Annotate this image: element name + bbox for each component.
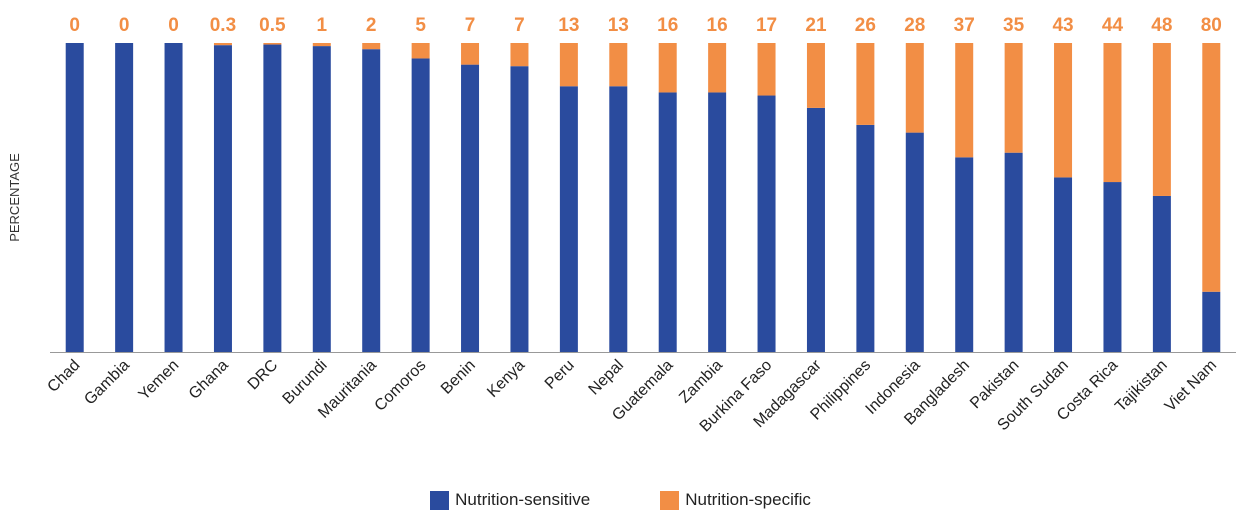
top-label-costa-rica: 44 [1102,15,1124,36]
category-label-nepal: Nepal [586,357,628,399]
category-label-comoros: Comoros [372,357,430,415]
top-label-madagascar: 21 [805,15,827,36]
bar-specific-tajikistan [1152,43,1171,196]
bar-sensitive-peru [559,86,578,352]
bar-sensitive-costa-rica [1103,182,1122,352]
bar-sensitive-chad [65,43,84,352]
bar-sensitive-yemen [164,43,183,352]
top-label-indonesia: 28 [904,15,925,36]
legend-label-sensitive: Nutrition-sensitive [455,490,591,509]
legend: Nutrition-sensitive Nutrition-specific [0,490,1241,510]
y-axis-label-group: PERCENTAGE [7,153,22,242]
bars [65,43,1221,353]
category-label-gambia: Gambia [81,357,133,409]
top-label-philippines: 26 [855,15,876,36]
bar-sensitive-philippines [856,124,875,352]
bar-specific-kenya [510,43,529,67]
top-label-peru: 13 [558,15,579,36]
category-label-viet-nam: Viet Nam [1162,357,1220,415]
top-label-tajikistan: 48 [1151,15,1172,36]
bar-specific-drc [263,43,282,45]
bar-sensitive-bangladesh [955,157,974,352]
category-label-kenya: Kenya [484,357,528,401]
top-label-zambia: 16 [707,15,728,36]
bar-sensitive-benin [461,64,480,352]
bar-sensitive-madagascar [806,107,825,352]
bar-sensitive-comoros [411,58,430,352]
bar-specific-viet-nam [1202,43,1221,292]
category-label-zambia: Zambia [676,357,726,407]
top-label-south-sudan: 43 [1052,15,1073,36]
bar-sensitive-pakistan [1004,152,1023,352]
legend-swatch-sensitive [430,490,450,510]
bar-sensitive-gambia [115,43,134,352]
bar-specific-philippines [856,43,875,125]
bar-sensitive-kenya [510,66,529,353]
legend-swatch-specific [660,490,680,510]
top-label-mauritania: 2 [366,15,377,36]
legend-item-specific: Nutrition-specific [660,490,811,510]
bar-specific-pakistan [1004,43,1023,153]
top-label-drc: 0.5 [259,15,286,36]
category-label-tajikistan: Tajikistan [1112,357,1171,416]
category-label-yemen: Yemen [136,357,183,404]
bar-specific-indonesia [905,43,924,133]
bar-specific-south-sudan [1054,43,1073,178]
top-label-bangladesh: 37 [954,15,975,36]
bar-sensitive-drc [263,44,282,353]
top-label-burundi: 1 [317,15,328,36]
bar-sensitive-tajikistan [1152,195,1171,352]
top-label-gambia: 0 [119,15,130,36]
bar-specific-madagascar [806,43,825,108]
bar-sensitive-burundi [312,46,331,353]
bar-sensitive-indonesia [905,132,924,352]
category-label-benin: Benin [438,357,479,398]
bar-specific-benin [461,43,480,65]
legend-label-specific: Nutrition-specific [685,490,811,509]
bar-sensitive-guatemala [658,92,677,352]
bar-specific-ghana [213,43,232,46]
category-label-ghana: Ghana [186,357,232,403]
top-value-labels: 0 0 0 0.3 0.5 1 2 5 7 7 13 13 16 16 17 21 26 28 37 35 43 44 48… [69,15,1221,36]
bar-specific-zambia [708,43,727,93]
top-label-comoros: 5 [415,15,426,36]
bar-specific-comoros [411,43,430,59]
bar-specific-burkina-faso [757,43,776,96]
top-label-guatemala: 16 [657,15,678,36]
top-label-pakistan: 35 [1003,15,1025,36]
legend-item-sensitive: Nutrition-sensitive [430,490,590,510]
top-label-burkina-faso: 17 [756,15,777,36]
y-axis-label: PERCENTAGE [7,153,22,242]
top-label-viet-nam: 80 [1201,15,1222,36]
bar-specific-nepal [609,43,628,87]
bar-sensitive-viet-nam [1202,291,1221,353]
bar-sensitive-burkina-faso [757,95,776,352]
bar-specific-mauritania [362,43,381,50]
bar-sensitive-mauritania [362,49,381,353]
top-label-yemen: 0 [168,15,179,36]
category-label-drc: DRC [245,357,282,394]
bar-sensitive-south-sudan [1054,177,1073,352]
top-label-kenya: 7 [514,15,525,36]
top-label-nepal: 13 [608,15,629,36]
top-label-chad: 0 [69,15,80,36]
bar-sensitive-nepal [609,86,628,352]
bar-specific-bangladesh [955,43,974,158]
bar-specific-burundi [312,43,331,47]
category-label-peru: Peru [542,357,578,393]
bar-specific-costa-rica [1103,43,1122,183]
top-label-benin: 7 [465,15,476,36]
bar-specific-guatemala [658,43,677,93]
category-label-chad: Chad [44,357,83,396]
top-label-ghana: 0.3 [210,15,236,36]
bar-sensitive-zambia [708,92,727,352]
bar-specific-peru [559,43,578,87]
category-label-burundi: Burundi [280,357,331,408]
bar-sensitive-ghana [213,45,232,352]
